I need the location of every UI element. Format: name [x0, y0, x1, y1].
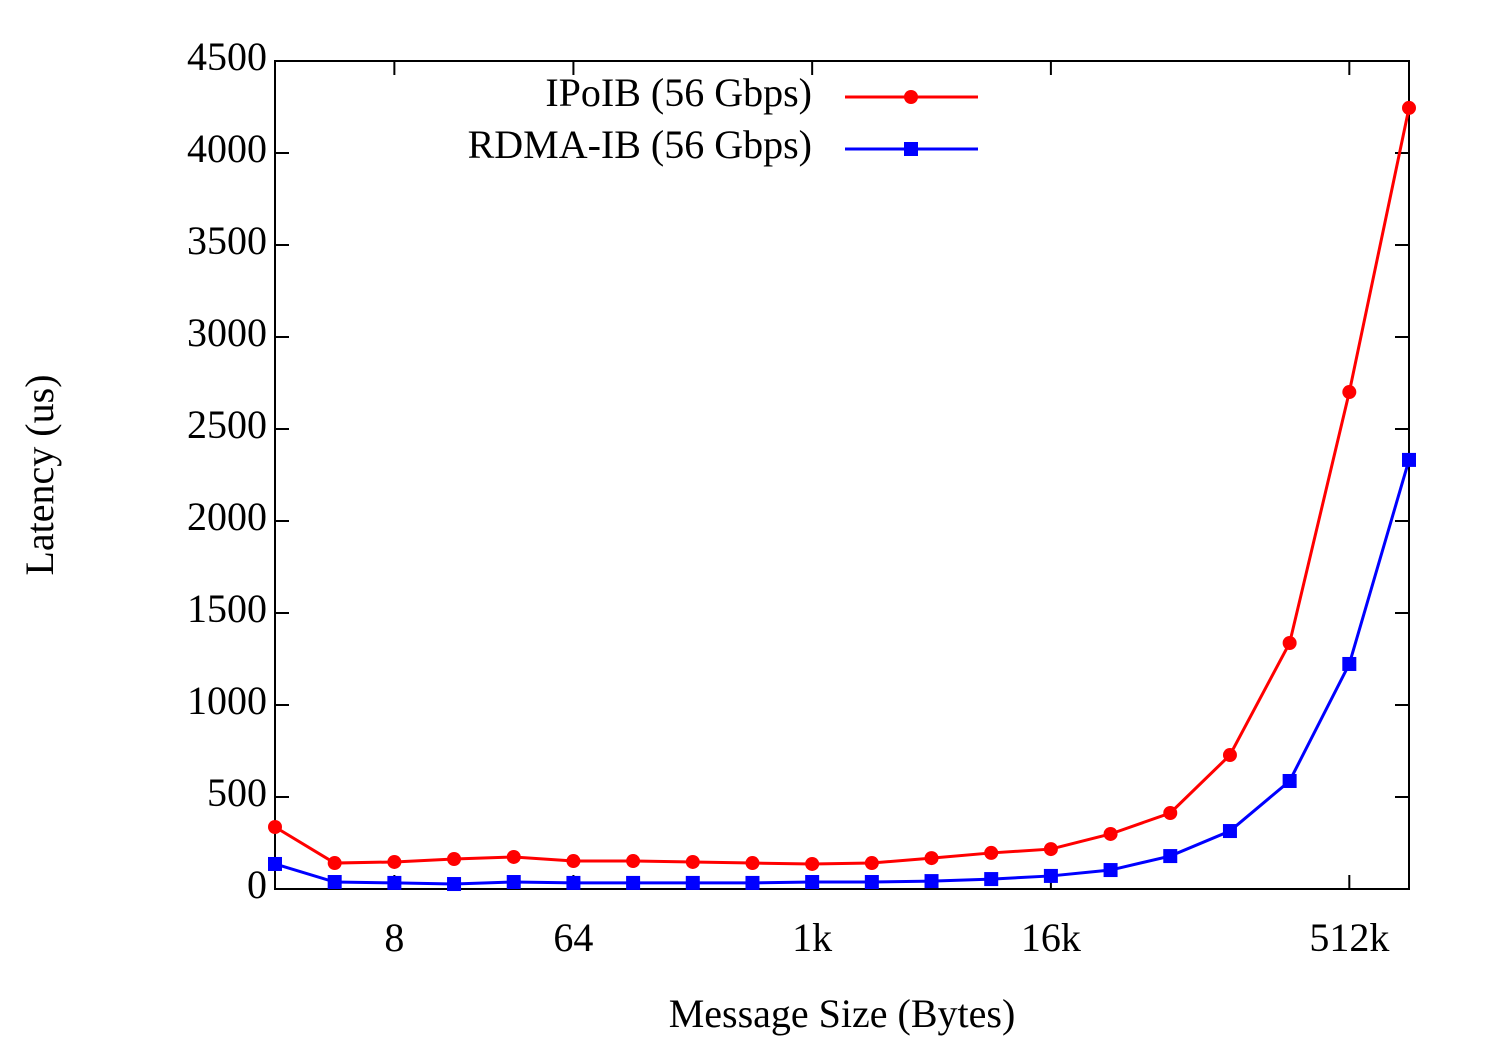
marker [1163, 849, 1178, 864]
marker [1163, 806, 1178, 821]
x-tick-label: 1k [792, 915, 832, 960]
y-axis-label: Latency (us) [17, 374, 62, 575]
marker [924, 874, 939, 889]
marker [745, 875, 760, 890]
marker [327, 875, 342, 890]
marker [566, 854, 581, 869]
marker [1103, 863, 1118, 878]
marker [805, 856, 820, 871]
legend-label: RDMA-IB (56 Gbps) [468, 122, 812, 167]
marker [566, 875, 581, 890]
y-tick-label: 3000 [187, 310, 267, 355]
marker [864, 856, 879, 871]
x-tick-label: 512k [1309, 915, 1389, 960]
series-line [274, 107, 1411, 866]
marker [1402, 100, 1416, 115]
x-axis-label: Message Size (Bytes) [669, 991, 1016, 1036]
marker [864, 875, 879, 890]
y-tick-label: 4000 [187, 126, 267, 171]
marker [506, 875, 521, 890]
marker [924, 851, 939, 866]
y-tick-label: 1000 [187, 678, 267, 723]
marker [685, 875, 700, 890]
marker [984, 845, 999, 860]
marker [1043, 868, 1058, 883]
marker [685, 854, 700, 869]
y-tick-label: 500 [207, 770, 267, 815]
marker [1282, 635, 1297, 650]
marker [626, 854, 641, 869]
y-tick-label: 3500 [187, 218, 267, 263]
x-tick-label: 8 [384, 915, 404, 960]
marker [745, 856, 760, 871]
legend-marker [904, 142, 918, 156]
marker [984, 872, 999, 887]
marker [387, 875, 402, 890]
marker [1222, 824, 1237, 839]
marker [1342, 385, 1357, 400]
marker [805, 875, 820, 890]
marker [1282, 773, 1297, 788]
marker [1043, 842, 1058, 857]
legend-marker [904, 90, 918, 104]
marker [1103, 826, 1118, 841]
marker [506, 849, 521, 864]
y-tick-label: 4500 [187, 34, 267, 79]
marker [268, 856, 282, 871]
plot-frame [274, 60, 1410, 890]
marker [268, 819, 282, 834]
y-tick-label: 1500 [187, 586, 267, 631]
marker [387, 854, 402, 869]
marker [626, 875, 641, 890]
series-line [274, 459, 1411, 886]
marker [1402, 452, 1416, 467]
y-tick-label: 2500 [187, 402, 267, 447]
marker [447, 852, 462, 867]
marker [1222, 748, 1237, 763]
x-tick-label: 16k [1021, 915, 1081, 960]
legend-label: IPoIB (56 Gbps) [545, 70, 812, 115]
marker [327, 856, 342, 871]
x-tick-label: 64 [553, 915, 593, 960]
y-tick-label: 0 [247, 862, 267, 907]
y-tick-label: 2000 [187, 494, 267, 539]
marker [447, 877, 462, 892]
marker [1342, 656, 1357, 671]
